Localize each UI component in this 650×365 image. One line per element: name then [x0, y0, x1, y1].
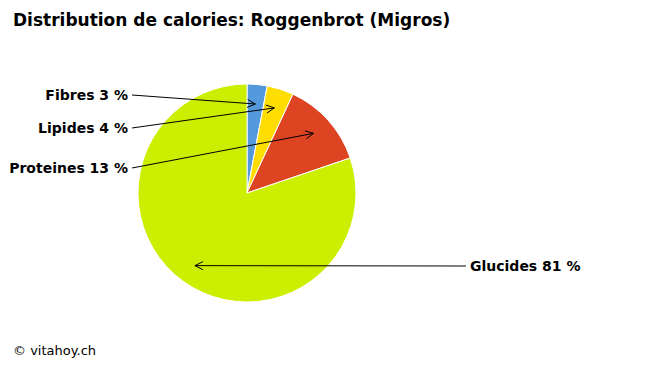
- svg-text:Fibres 3 %: Fibres 3 %: [45, 87, 128, 103]
- html-text:© vitahoy.ch: © vitahoy.ch: [13, 343, 97, 358]
- svg-text:Lipides 4 %: Lipides 4 %: [38, 120, 128, 136]
- svg-text:Proteines 13 %: Proteines 13 %: [9, 160, 128, 176]
- svg-text:Glucides 81 %: Glucides 81 %: [470, 258, 580, 274]
- html-text:Distribution de calories: Rogg: Distribution de calories: Roggenbrot (Mi…: [13, 10, 451, 30]
